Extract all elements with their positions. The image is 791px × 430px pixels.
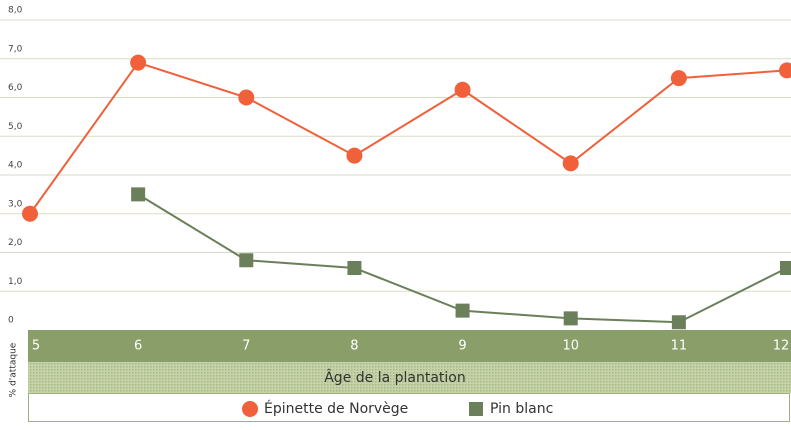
x-tick-label: 12 bbox=[773, 339, 790, 354]
x-tick-label: 6 bbox=[134, 339, 142, 354]
point bbox=[130, 54, 147, 71]
point bbox=[671, 315, 686, 330]
point bbox=[22, 205, 38, 222]
point bbox=[563, 311, 578, 326]
x-tick-label: 7 bbox=[242, 339, 250, 354]
legend-label: Épinette de Norvège bbox=[264, 400, 408, 417]
x-tick-label: 11 bbox=[671, 339, 688, 354]
x-tick-label: 8 bbox=[350, 339, 358, 354]
x-axis-label: Âge de la plantation bbox=[324, 368, 466, 386]
point bbox=[562, 155, 579, 172]
legend-box bbox=[28, 393, 790, 422]
point bbox=[346, 147, 363, 164]
point bbox=[347, 261, 362, 275]
point bbox=[670, 70, 687, 87]
y-tick-label: 3,0 bbox=[8, 199, 23, 209]
point bbox=[779, 62, 791, 79]
point bbox=[454, 81, 471, 98]
y-tick-label: 2,0 bbox=[8, 238, 23, 248]
series-line bbox=[29, 61, 788, 215]
point bbox=[238, 89, 255, 106]
legend-marker bbox=[242, 401, 258, 417]
y-tick-label: 1,0 bbox=[8, 277, 23, 287]
y-tick-label: 5,0 bbox=[8, 122, 23, 132]
y-tick-label: 7,0 bbox=[8, 44, 23, 54]
x-tick-label: 9 bbox=[458, 339, 466, 354]
y-tick-label: 4,0 bbox=[8, 161, 23, 171]
xlabel-band bbox=[28, 362, 791, 393]
point bbox=[239, 253, 254, 268]
point bbox=[780, 261, 791, 275]
point bbox=[455, 303, 470, 318]
legend-label: Pin blanc bbox=[490, 401, 553, 417]
y-tick-label: 0 bbox=[8, 316, 14, 326]
point bbox=[131, 187, 146, 202]
y-tick-label: 8,0 bbox=[8, 6, 23, 16]
x-axis-band bbox=[28, 330, 791, 362]
x-tick-label: 5 bbox=[32, 339, 40, 354]
legend-marker bbox=[469, 402, 483, 416]
y-tick-label: 6,0 bbox=[8, 83, 23, 93]
y-axis-label: % d'attaque bbox=[9, 342, 19, 397]
x-tick-label: 10 bbox=[562, 339, 579, 354]
